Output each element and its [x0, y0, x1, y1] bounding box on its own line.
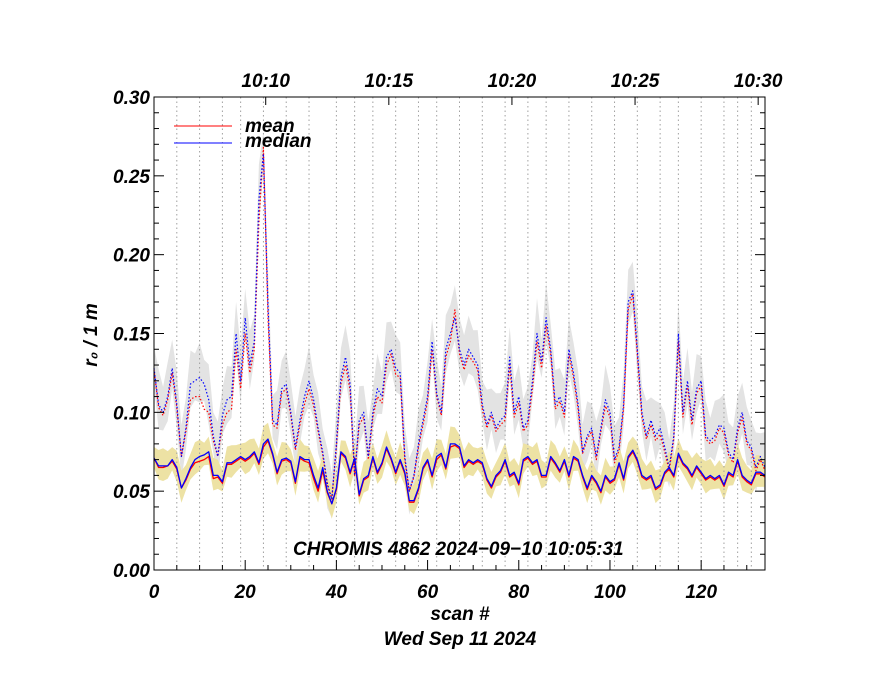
legend-label-median: median — [245, 131, 312, 152]
x-tick-label-120: 120 — [685, 582, 717, 603]
y-axis-label: r₀ / 1 m — [81, 303, 102, 367]
top-tick-label-10:30: 10:30 — [734, 71, 783, 92]
x-tick-label-0: 0 — [149, 582, 160, 603]
top-tick-label-10:20: 10:20 — [488, 71, 537, 92]
y-ticks: 0.00 0.05 0.10 0.15 0.20 0.25 0.30 — [113, 88, 765, 582]
data-lines — [153, 146, 766, 505]
x-tick-label-100: 100 — [594, 582, 626, 603]
top-time-ticks: 10:10 10:15 10:20 10:25 10:30 — [241, 71, 783, 105]
high-r0-band — [154, 131, 765, 518]
y-tick-label-0.20: 0.20 — [113, 246, 150, 267]
x-tick-label-60: 60 — [417, 582, 439, 603]
series-line-median-low — [153, 438, 766, 505]
top-tick-label-10:10: 10:10 — [241, 71, 290, 92]
x-axis-label: scan # — [430, 604, 490, 625]
date-label: Wed Sep 11 2024 — [384, 629, 537, 650]
legend-label-mean: mean — [245, 116, 295, 137]
legend: mean median — [174, 116, 312, 152]
x-ticks: 0 20 40 60 80 100 120 — [149, 560, 748, 603]
y-tick-label-0.00: 0.00 — [113, 561, 150, 582]
top-tick-label-10:25: 10:25 — [611, 71, 660, 92]
x-tick-label-80: 80 — [508, 582, 530, 603]
series-line-mean-high — [153, 146, 766, 500]
spread-bands — [154, 131, 765, 519]
top-tick-label-10:15: 10:15 — [365, 71, 414, 92]
y-tick-label-0.05: 0.05 — [113, 482, 150, 503]
y-tick-label-0.30: 0.30 — [113, 88, 150, 109]
y-tick-label-0.25: 0.25 — [113, 167, 150, 188]
y-tick-label-0.15: 0.15 — [113, 325, 150, 346]
chart-annotation: CHROMIS 4862 2024−09−10 10:05:31 — [293, 539, 624, 560]
x-tick-label-20: 20 — [234, 582, 257, 603]
y-tick-label-0.10: 0.10 — [113, 403, 150, 424]
low-r0-band — [154, 422, 765, 519]
x-tick-label-40: 40 — [325, 582, 348, 603]
